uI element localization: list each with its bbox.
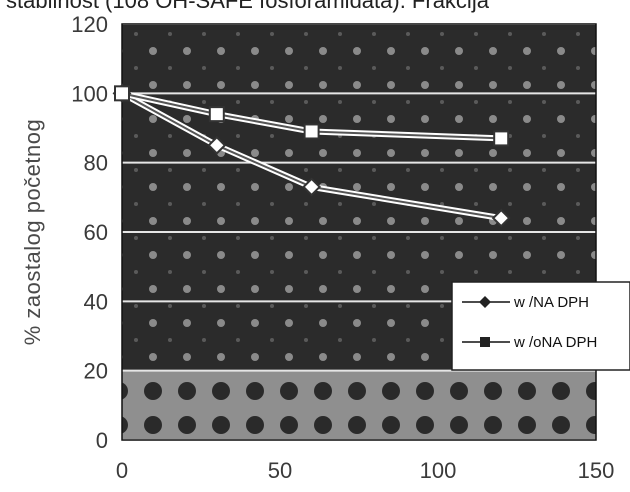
legend: w /NA DPH w /oNA DPH — [451, 281, 630, 371]
y-tick-label: 20 — [84, 359, 108, 384]
data-point-square — [493, 130, 510, 147]
data-point-square — [208, 106, 225, 123]
caption-text: stabilnost (108 OH-SAFE fosforamidata). … — [6, 0, 489, 13]
x-tick-label: 100 — [420, 458, 457, 483]
x-tick-label: 0 — [116, 458, 128, 483]
data-point-diamond — [302, 177, 322, 197]
y-tick-label: 80 — [84, 151, 108, 176]
data-point-diamond — [491, 208, 511, 228]
data-point-square — [114, 85, 130, 102]
legend-marker-square — [480, 337, 490, 347]
legend-box — [451, 281, 630, 371]
legend-entry: w /NA DPH — [513, 294, 589, 311]
plot-frame — [121, 23, 597, 441]
x-tick-label: 150 — [578, 458, 615, 483]
legend-marker-diamond — [479, 296, 491, 308]
series-line-2 — [121, 92, 502, 140]
x-tick-label: 50 — [268, 458, 292, 483]
data-point-square — [303, 123, 320, 140]
plot-lower-band — [122, 370, 596, 440]
data-point-diamond — [207, 135, 227, 155]
y-tick-label: 100 — [71, 81, 108, 106]
legend-entry: w /oNA DPH — [513, 334, 597, 351]
y-tick-label: 60 — [84, 220, 108, 245]
y-axis-label: % zaostalog početnog — [20, 119, 45, 346]
series-line-1 — [121, 92, 502, 220]
y-tick-label: 40 — [84, 289, 108, 314]
y-tick-label: 0 — [96, 428, 108, 453]
y-tick-label: 120 — [71, 12, 108, 37]
